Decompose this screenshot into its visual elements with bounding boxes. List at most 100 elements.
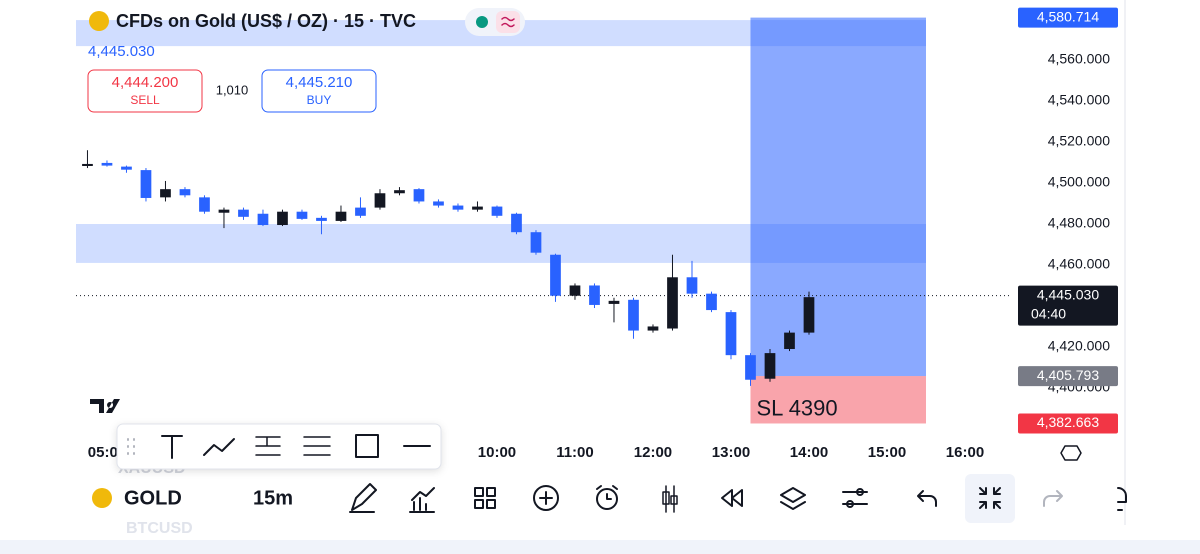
symbol-icon [89, 11, 109, 31]
target-tag [1018, 7, 1118, 28]
candle-body [764, 353, 776, 379]
rect-tool[interactable] [355, 434, 379, 458]
fullscreen-glyph [979, 487, 1001, 509]
candle-body [628, 299, 639, 331]
alert-button[interactable] [596, 488, 618, 510]
candle-body [82, 163, 93, 166]
candle-body [296, 211, 308, 219]
watchlist-item[interactable]: BTCUSD [126, 520, 193, 537]
more-button[interactable] [1117, 487, 1127, 511]
candle-body [394, 190, 405, 194]
spread: 1,010 [216, 82, 249, 97]
market-open-dot [476, 16, 488, 28]
last-price: 4,445.030 [88, 43, 155, 60]
candle-body [647, 326, 659, 331]
slider-knob [856, 488, 864, 496]
alert-glyph [596, 485, 618, 500]
candle-body [316, 217, 327, 221]
candle-body [803, 297, 815, 333]
candle-body [238, 209, 249, 217]
stop-tag [1018, 413, 1118, 434]
candle-body [452, 205, 464, 210]
last-tag-label: 4,445.030 [1037, 286, 1099, 302]
sell-button[interactable] [87, 69, 203, 113]
redo-button[interactable] [1043, 490, 1063, 507]
undo-button[interactable] [917, 490, 937, 507]
candle-body [530, 232, 542, 253]
candle-body [374, 193, 386, 208]
bars-button[interactable] [662, 485, 678, 513]
trend-tool[interactable] [203, 438, 235, 456]
y-tick-label: 4,420.000 [1048, 338, 1110, 354]
annotation: SL 4390 [756, 396, 837, 421]
replay-button[interactable] [721, 489, 743, 507]
indicators-button[interactable] [409, 487, 435, 513]
entry-tag [1018, 366, 1118, 387]
y-tick-label: 4,520.000 [1048, 133, 1110, 149]
y-tick-label: 4,560.000 [1048, 51, 1110, 67]
x-tick-label: 12:00 [634, 444, 672, 461]
candle-body [101, 162, 113, 166]
x-tick-label: 13:00 [712, 444, 750, 461]
delay-glyph [501, 16, 515, 28]
add-button[interactable] [533, 485, 559, 511]
candle-body [725, 312, 737, 356]
candle-body [257, 213, 269, 226]
candle-body [491, 206, 503, 216]
last-tag [1018, 285, 1118, 326]
candle-body [472, 206, 483, 210]
x-tick-label: 16:00 [946, 444, 984, 461]
candle-body [589, 285, 600, 305]
target-tag-label: 4,580.714 [1037, 8, 1099, 24]
text-tool[interactable] [161, 435, 183, 459]
candle-body [140, 170, 152, 198]
x-tick-label: 14:00 [790, 444, 828, 461]
stop-area [750, 376, 926, 424]
candle-body [745, 355, 756, 380]
candle-body [550, 254, 561, 296]
add-glyph [539, 491, 553, 505]
candle-body [706, 293, 717, 311]
candle-body [160, 189, 171, 198]
candle-body [218, 209, 230, 213]
x-tick-label: 15:00 [868, 444, 906, 461]
interval[interactable]: 15m [253, 487, 293, 509]
y-tick-label: 4,480.000 [1048, 215, 1110, 231]
candle-body [686, 277, 698, 294]
candle-body [433, 201, 444, 206]
levels-tool[interactable] [303, 436, 331, 456]
candle-body [355, 207, 366, 216]
sell-label: SELL [130, 93, 160, 107]
draw-button[interactable] [349, 483, 377, 513]
candle-body [335, 211, 347, 221]
target-area [750, 17, 926, 377]
y-tick-label: 4,500.000 [1048, 174, 1110, 190]
y-tick-label: 4,460.000 [1048, 256, 1110, 272]
fullscreen-button[interactable] [965, 474, 1015, 523]
buy-label: BUY [307, 93, 332, 107]
buy-button[interactable] [261, 69, 377, 113]
candle-body [179, 189, 191, 196]
countdown: 04:40 [1031, 305, 1066, 321]
candle-body [199, 197, 210, 212]
settings-icon[interactable] [1060, 445, 1082, 461]
symbol-icon [92, 488, 112, 508]
x-tick-label: 11:00 [556, 444, 594, 461]
candle-body [413, 189, 425, 202]
layers-button[interactable] [780, 487, 806, 510]
candle-body [277, 211, 288, 226]
fib-tool[interactable] [255, 436, 281, 456]
tv-logo [90, 399, 120, 413]
candle-body [569, 285, 581, 296]
symbol[interactable]: GOLD [124, 487, 182, 509]
drag-handle[interactable] [127, 438, 135, 455]
sell-price: 4,444.200 [112, 74, 179, 91]
candle-body [511, 213, 522, 233]
candle-body [667, 277, 678, 329]
candle-body [608, 300, 620, 304]
x-tick-label: 10:00 [478, 444, 516, 461]
candle-body [121, 166, 132, 170]
layout-button[interactable] [474, 487, 496, 509]
stop-tag-label: 4,382.663 [1037, 414, 1099, 430]
